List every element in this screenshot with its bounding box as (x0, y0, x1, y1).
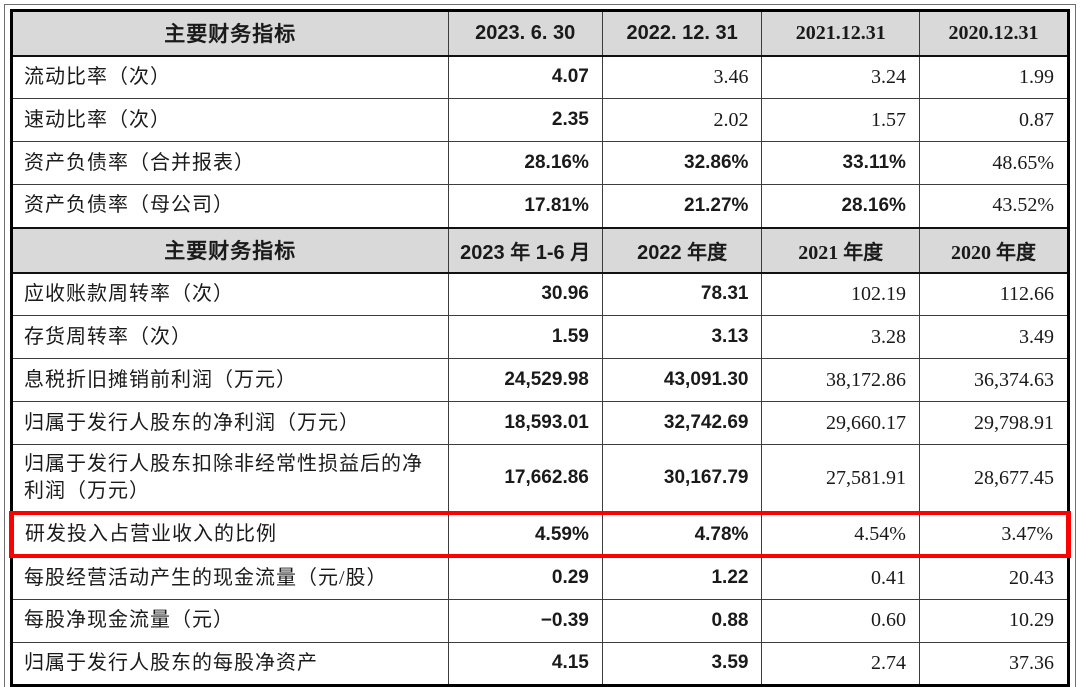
cell-value: 78.31 (601, 272, 763, 316)
cell-value: 32,742.69 (601, 401, 763, 445)
row-label: 每股经营活动产生的现金流量（元/股） (11, 555, 449, 600)
cell-value: 43.52% (918, 184, 1070, 228)
table-row-operating-cashflow-per-share: 每股经营活动产生的现金流量（元/股） 0.29 1.22 0.41 20.43 (11, 555, 1070, 600)
cell-value: 20.43 (918, 555, 1070, 600)
table-row-debt-ratio-parent: 资产负债率（母公司） 17.81% 21.27% 28.16% 43.52% (11, 184, 1070, 228)
row-label: 存货周转率（次） (11, 315, 449, 359)
header-col-2020-12-31: 2020.12.31 (918, 9, 1070, 57)
cell-value: 0.88 (601, 598, 763, 643)
header-col-2021-12-31: 2021.12.31 (761, 9, 920, 57)
cell-value: 21.27% (601, 184, 763, 228)
cell-value: 32.86% (601, 141, 763, 185)
cell-value: 1.22 (601, 555, 763, 600)
cell-value: 38,172.86 (761, 358, 920, 402)
cell-value: 3.46 (601, 55, 763, 99)
cell-value: 2.35 (447, 98, 603, 142)
cell-value: 10.29 (918, 598, 1070, 643)
table-row-receivables-turnover: 应收账款周转率（次） 30.96 78.31 102.19 112.66 (11, 272, 1070, 316)
cell-value: 2.02 (601, 98, 763, 142)
cell-value: 2.74 (761, 641, 920, 686)
row-label: 研发投入占营业收入的比例 (9, 511, 449, 558)
row-label: 流动比率（次） (11, 55, 449, 99)
row-label: 每股净现金流量（元） (11, 598, 449, 643)
cell-value: 3.47% (918, 511, 1072, 558)
cell-value: 0.29 (447, 555, 603, 600)
table-row-ebitda: 息税折旧摊销前利润（万元） 24,529.98 43,091.30 38,172… (11, 358, 1070, 402)
cell-value: 28.16% (447, 141, 603, 185)
cell-value: 43,091.30 (601, 358, 763, 402)
cell-value: 48.65% (918, 141, 1070, 185)
cell-value: −0.39 (447, 598, 603, 643)
table-row-net-profit: 归属于发行人股东的净利润（万元） 18,593.01 32,742.69 29,… (11, 401, 1070, 445)
cell-value: 30.96 (447, 272, 603, 316)
table-row-debt-ratio-consolidated: 资产负债率（合并报表） 28.16% 32.86% 33.11% 48.65% (11, 141, 1070, 185)
cell-value: 33.11% (761, 141, 920, 185)
row-label: 归属于发行人股东的净利润（万元） (11, 401, 449, 445)
row-label: 速动比率（次） (11, 98, 449, 142)
row-label: 资产负债率（合并报表） (11, 141, 449, 185)
row-label: 归属于发行人股东的每股净资产 (11, 641, 449, 686)
table-row-net-assets-per-share: 归属于发行人股东的每股净资产 4.15 3.59 2.74 37.36 (11, 641, 1070, 686)
cell-value: 3.49 (918, 315, 1070, 359)
table-row-net-profit-excl-nonrecurring: 归属于发行人股东扣除非经常性损益后的净利润（万元） 17,662.86 30,1… (11, 444, 1070, 514)
cell-value: 0.60 (761, 598, 920, 643)
header-col-2022-12-31: 2022. 12. 31 (601, 9, 763, 57)
cell-value: 112.66 (918, 272, 1070, 316)
cell-value: 0.41 (761, 555, 920, 600)
cell-value: 4.54% (761, 511, 920, 558)
cell-value: 1.59 (447, 315, 603, 359)
cell-value: 4.07 (447, 55, 603, 99)
header-col-2023-h1: 2023 年 1-6 月 (447, 226, 603, 274)
header-col-2020-fy: 2020 年度 (918, 226, 1070, 274)
table-row-rd-ratio-highlighted: 研发投入占营业收入的比例 4.59% 4.78% 4.54% 3.47% (9, 511, 1072, 558)
cell-value: 17,662.86 (447, 444, 603, 514)
cell-value: 3.24 (761, 55, 920, 99)
cell-value: 1.57 (761, 98, 920, 142)
cell-value: 17.81% (447, 184, 603, 228)
table-row-current-ratio: 流动比率（次） 4.07 3.46 3.24 1.99 (11, 55, 1070, 99)
cell-value: 37.36 (918, 641, 1070, 686)
header-title: 主要财务指标 (11, 9, 449, 57)
header-row-dates: 主要财务指标 2023. 6. 30 2022. 12. 31 2021.12.… (11, 9, 1070, 57)
row-label: 归属于发行人股东扣除非经常性损益后的净利润（万元） (11, 444, 449, 514)
row-label: 息税折旧摊销前利润（万元） (11, 358, 449, 402)
cell-value: 24,529.98 (447, 358, 603, 402)
header-col-2022-fy: 2022 年度 (601, 226, 763, 274)
cell-value: 3.28 (761, 315, 920, 359)
row-label: 资产负债率（母公司） (11, 184, 449, 228)
row-label: 应收账款周转率（次） (11, 272, 449, 316)
header-row-periods: 主要财务指标 2023 年 1-6 月 2022 年度 2021 年度 2020… (11, 226, 1070, 274)
table-row-inventory-turnover: 存货周转率（次） 1.59 3.13 3.28 3.49 (11, 315, 1070, 359)
cell-value: 30,167.79 (601, 444, 763, 514)
cell-value: 4.15 (447, 641, 603, 686)
cell-value: 1.99 (918, 55, 1070, 99)
cell-value: 3.13 (601, 315, 763, 359)
table-row-net-cashflow-per-share: 每股净现金流量（元） −0.39 0.88 0.60 10.29 (11, 598, 1070, 643)
cell-value: 102.19 (761, 272, 920, 316)
cell-value: 28,677.45 (918, 444, 1070, 514)
cell-value: 3.59 (601, 641, 763, 686)
cell-value: 36,374.63 (918, 358, 1070, 402)
cell-value: 0.87 (918, 98, 1070, 142)
table-row-quick-ratio: 速动比率（次） 2.35 2.02 1.57 0.87 (11, 98, 1070, 142)
header-title: 主要财务指标 (11, 226, 449, 274)
cell-value: 29,798.91 (918, 401, 1070, 445)
cell-value: 4.78% (601, 511, 763, 558)
cell-value: 4.59% (447, 511, 603, 558)
cell-value: 28.16% (761, 184, 920, 228)
cell-value: 18,593.01 (447, 401, 603, 445)
header-col-2021-fy: 2021 年度 (761, 226, 920, 274)
financial-table-container: 主要财务指标 2023. 6. 30 2022. 12. 31 2021.12.… (4, 4, 1076, 687)
header-col-2023-6-30: 2023. 6. 30 (447, 9, 603, 57)
financial-table: 主要财务指标 2023. 6. 30 2022. 12. 31 2021.12.… (4, 4, 1076, 687)
cell-value: 29,660.17 (761, 401, 920, 445)
cell-value: 27,581.91 (761, 444, 920, 514)
